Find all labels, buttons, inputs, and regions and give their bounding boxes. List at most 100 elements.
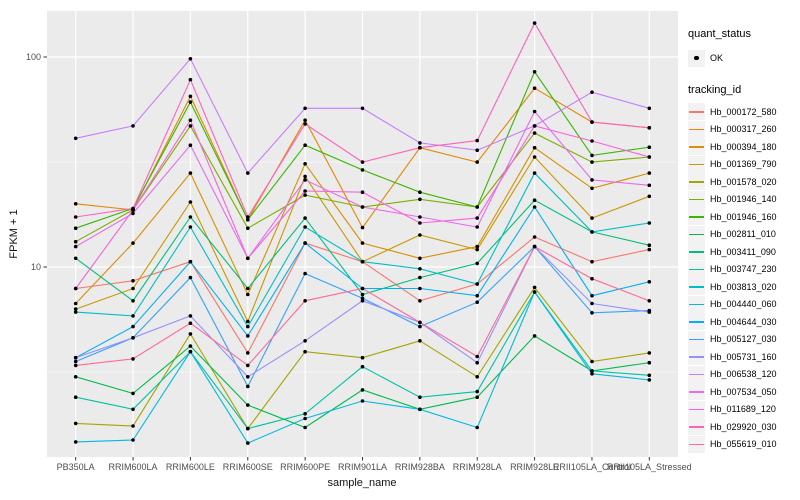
data-point [360, 296, 365, 301]
line-swatch-icon [689, 321, 704, 323]
data-point [647, 378, 652, 382]
data-point [246, 403, 250, 407]
data-point [475, 247, 480, 252]
legend-key [688, 190, 705, 208]
data-point [188, 77, 193, 82]
data-point [131, 438, 135, 442]
data-point [73, 310, 78, 314]
data-point [188, 100, 193, 104]
series-points-Hb_000394_180 [73, 145, 652, 306]
data-point [303, 225, 307, 229]
data-point [647, 194, 652, 199]
data-point [303, 216, 307, 220]
data-point [131, 391, 135, 396]
data-point [418, 320, 422, 325]
legend-key [688, 155, 705, 173]
data-point [303, 271, 307, 276]
data-point [360, 355, 365, 360]
legend-item-Hb_000172_580: Hb_000172_580 [688, 103, 800, 121]
data-point [647, 351, 652, 355]
data-point [131, 407, 135, 412]
y-tick-label: 100 [26, 52, 41, 62]
data-point [475, 216, 480, 220]
data-point [246, 363, 250, 368]
data-point [188, 259, 193, 264]
series-points-Hb_003411_090 [73, 198, 652, 303]
data-point [188, 200, 193, 204]
legend-item-Hb_001946_140: Hb_001946_140 [688, 190, 800, 209]
data-point [418, 395, 422, 400]
series-points-Hb_011689_120 [73, 118, 652, 291]
data-point [532, 198, 537, 202]
data-point [590, 186, 594, 191]
legend-item-Hb_007534_050: Hb_007534_050 [688, 383, 800, 401]
data-point [246, 334, 250, 338]
data-point [73, 307, 78, 311]
legend-item-Hb_029920_030: Hb_029920_030 [688, 418, 800, 436]
legend-item-Hb_005731_160: Hb_005731_160 [688, 348, 800, 366]
data-point [532, 145, 537, 150]
data-point [188, 275, 193, 280]
data-point [532, 244, 537, 249]
data-point [532, 21, 537, 25]
data-point [418, 275, 422, 280]
data-point [188, 143, 193, 147]
data-point [418, 190, 422, 194]
data-point [246, 375, 250, 379]
data-point [303, 193, 307, 197]
line-swatch-icon [689, 426, 704, 428]
legend-item-label: Hb_003411_090 [710, 246, 776, 257]
data-point [647, 221, 652, 225]
line-swatch-icon [689, 233, 704, 236]
legend-item-quant-OK: OK [688, 47, 800, 69]
legend-key [688, 278, 705, 296]
data-point [188, 118, 193, 122]
data-point [73, 202, 78, 206]
legend-item-Hb_004644_030: Hb_004644_030 [688, 313, 800, 331]
data-point [246, 351, 250, 355]
legend: quant_status OK tracking_id Hb_000172_58… [688, 28, 800, 453]
legend-title-tracking-id: tracking_id [688, 84, 742, 96]
data-point [418, 407, 422, 412]
data-point [418, 233, 422, 237]
data-point [647, 106, 652, 111]
data-point [590, 216, 594, 220]
data-point [590, 259, 594, 264]
line-swatch-icon [689, 128, 704, 131]
data-point [532, 109, 537, 114]
data-point [418, 256, 422, 261]
data-point [303, 162, 307, 166]
data-point [647, 145, 652, 149]
data-point [303, 106, 307, 111]
data-point [532, 205, 537, 209]
series-points-Hb_006538_120 [73, 57, 652, 175]
legend-key [688, 435, 705, 453]
data-point [647, 373, 652, 378]
legend-item-Hb_001946_160: Hb_001946_160 [688, 208, 800, 226]
legend-item-label: Hb_005127_030 [710, 334, 777, 345]
data-point [246, 286, 250, 291]
x-tick-label: RRII105LA_Control [553, 462, 631, 472]
series-points-Hb_001578_020 [73, 285, 652, 431]
data-point [647, 126, 652, 130]
legend-item-label: Hb_003747_230 [710, 264, 777, 275]
legend-item-label: Hb_055619_010 [710, 439, 777, 450]
x-tick-label: RRII105LA_Stressed [607, 462, 692, 472]
legend-key [688, 120, 705, 138]
data-point [303, 299, 307, 303]
legend-item-label: Hb_004644_030 [710, 316, 777, 327]
data-point [475, 160, 480, 164]
data-point [131, 357, 135, 361]
data-point [418, 299, 422, 303]
legend-item-label: Hb_029920_030 [710, 421, 777, 432]
data-point [303, 143, 307, 147]
legend-key [688, 330, 705, 348]
data-point [418, 267, 422, 271]
data-point [475, 244, 480, 249]
data-point [246, 256, 250, 261]
series-points-Hb_029920_030 [73, 21, 652, 219]
legend-item-Hb_002811_010: Hb_002811_010 [688, 225, 800, 244]
legend-item-label: Hb_001578_020 [710, 176, 777, 187]
line-swatch-icon [689, 198, 704, 201]
